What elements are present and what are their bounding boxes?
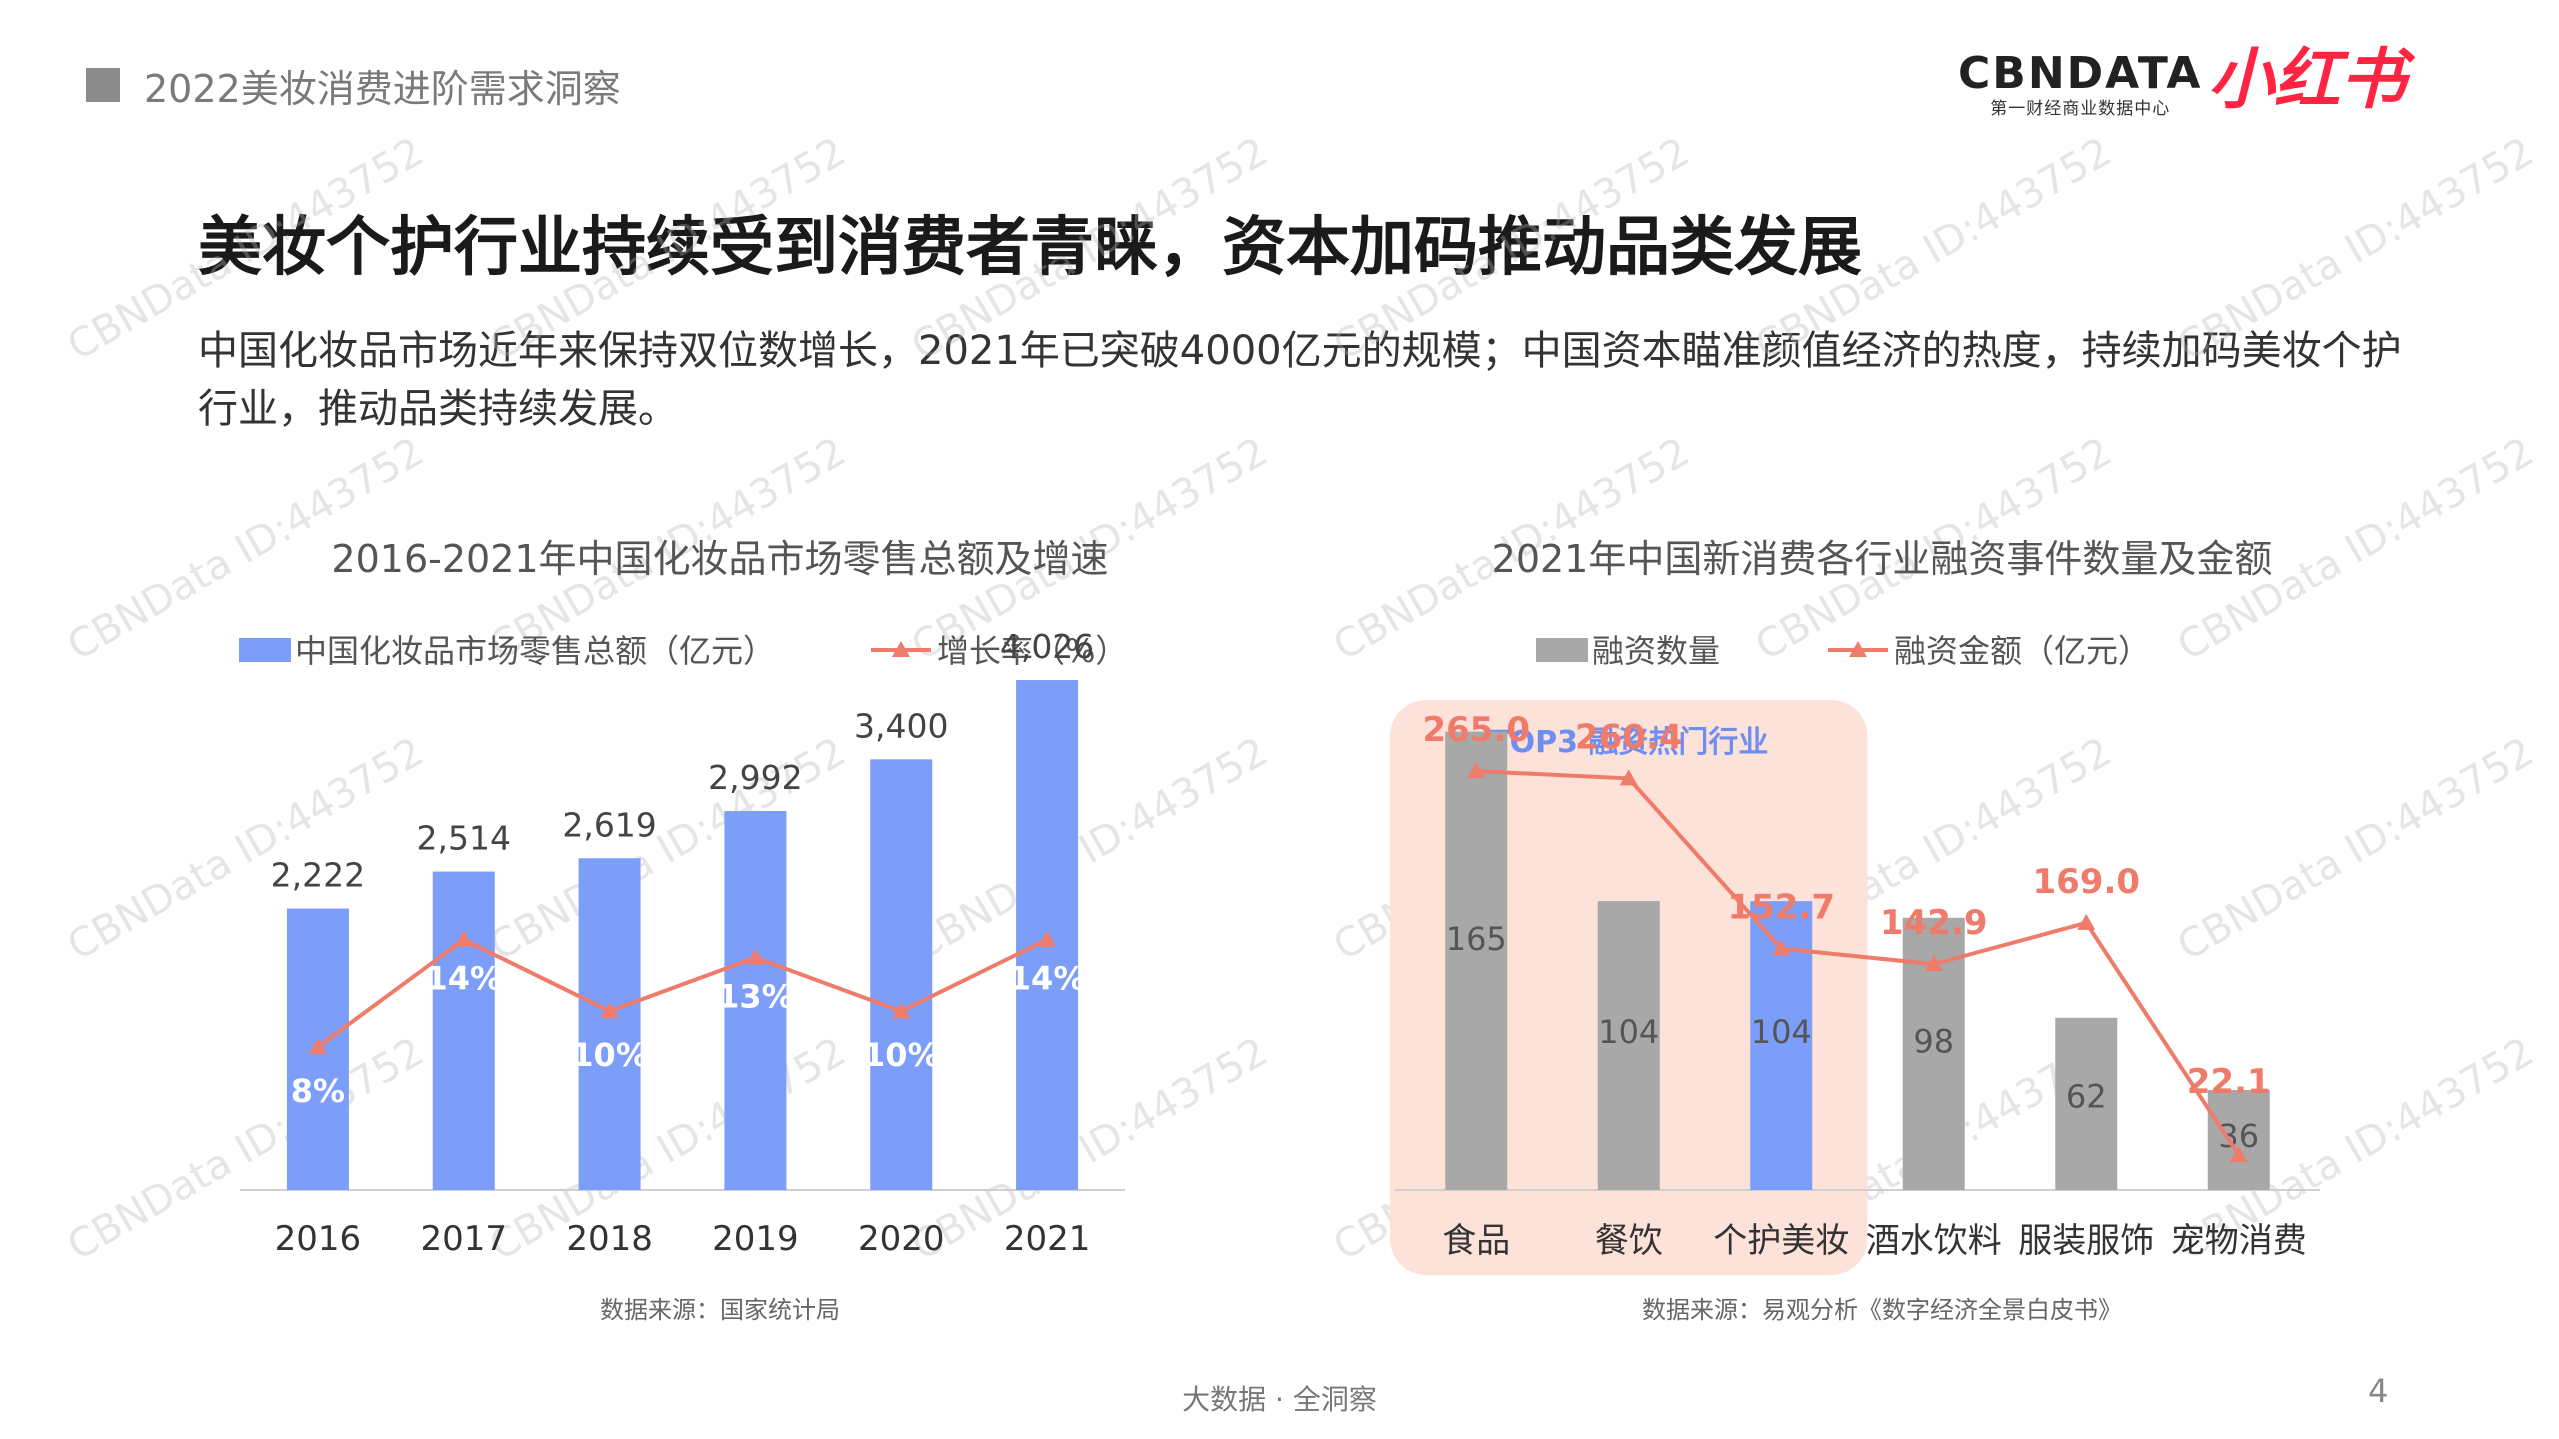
bar-1 [432, 871, 495, 1190]
line-value-label: 22.1 [2187, 1062, 2271, 1102]
line-point-0 [1467, 762, 1486, 779]
x-tick-label: 餐饮 [1595, 1221, 1663, 1261]
bar-4 [870, 759, 933, 1190]
legend-line-marker [1849, 641, 1867, 657]
bar-5 [2207, 1090, 2270, 1190]
x-tick-label: 服装服饰 [2018, 1221, 2154, 1261]
bar-4 [2055, 1017, 2118, 1190]
x-tick-label: 酒水饮料 [1866, 1221, 2002, 1261]
bar-value-label: 2,619 [562, 805, 656, 844]
line-point-4 [2077, 913, 2096, 930]
line-value-label: 14% [1009, 960, 1086, 998]
bar-value-label: 104 [1751, 1013, 1812, 1051]
line-value-label: 169.0 [2032, 862, 2140, 902]
line-point-5 [1038, 930, 1057, 947]
chart-source: 数据来源：易观分析《数字经济全景白皮书》 [1642, 1296, 2122, 1324]
x-tick-label: 2020 [858, 1219, 945, 1259]
line-value-label: 142.9 [1880, 903, 1988, 943]
chart-title: 2021年中国新消费各行业融资事件数量及金额 [1492, 537, 2273, 581]
bar-value-label: 98 [1913, 1022, 1954, 1060]
x-tick-label: 2018 [566, 1219, 653, 1259]
series-line [1476, 769, 2241, 1157]
cbndata-logo-subtext: 第一财经商业数据中心 [1990, 99, 2171, 119]
xiaohongshu-logo: 小红书 [2208, 41, 2406, 118]
cbndata-logo-text: CBNDATA [1958, 48, 2203, 99]
line-value-label: 13% [717, 978, 794, 1016]
legend-bar-swatch [239, 638, 291, 662]
bar-value-label: 2,992 [708, 758, 802, 797]
footer-tagline: 大数据 · 全洞察 [1182, 1383, 1377, 1416]
x-tick-label: 2021 [1004, 1219, 1091, 1259]
section-title: 2022美妆消费进阶需求洞察 [144, 67, 621, 111]
line-point-3 [1924, 955, 1943, 972]
page-description: 中国化妆品市场近年来保持双位数增长，2021年已突破4000亿元的规模；中国资本… [198, 328, 2402, 432]
top3-annotation: TOP3 融资热门行业 [1489, 725, 1768, 760]
legend-line-label: 增长率（%） [937, 632, 1127, 670]
line-point-2 [1772, 939, 1791, 956]
page-title: 美妆个护行业持续受到消费者青睐，资本加码推动品类发展 [198, 211, 1862, 285]
chart-source: 数据来源：国家统计局 [600, 1296, 840, 1324]
bar-2 [578, 858, 641, 1190]
line-value-label: 10% [571, 1036, 648, 1074]
bar-3 [724, 811, 787, 1190]
page-number: 4 [2368, 1372, 2389, 1410]
legend-line-marker [892, 641, 910, 657]
x-tick-label: 2016 [275, 1219, 362, 1259]
line-value-label: 260.4 [1575, 717, 1683, 757]
bar-0 [1445, 731, 1508, 1190]
x-tick-label: 2017 [420, 1219, 507, 1259]
header-square-icon [86, 68, 120, 102]
line-point-2 [600, 1002, 619, 1019]
bar-value-label: 62 [2066, 1077, 2107, 1115]
line-value-label: 10% [863, 1036, 940, 1074]
bar-value-label: 2,222 [271, 856, 365, 895]
line-point-1 [1619, 769, 1638, 786]
line-point-1 [454, 930, 473, 947]
x-tick-label: 食品 [1442, 1221, 1510, 1261]
line-value-label: 14% [425, 960, 502, 998]
line-point-4 [892, 1002, 911, 1019]
line-value-label: 8% [291, 1072, 345, 1110]
line-point-0 [308, 1037, 327, 1054]
line-value-label: 265.0 [1422, 710, 1530, 750]
legend-bar-label: 中国化妆品市场零售总额（亿元） [295, 632, 775, 670]
bar-value-label: 2,514 [417, 819, 511, 858]
x-tick-label: 宠物消费 [2171, 1221, 2307, 1261]
legend-bar-label: 融资数量 [1592, 632, 1720, 670]
line-point-5 [2229, 1146, 2248, 1163]
x-tick-label: 个护美妆 [1713, 1221, 1849, 1261]
bar-value-label: 3,400 [854, 706, 948, 745]
bar-value-label: 165 [1446, 920, 1507, 958]
legend-line-label: 融资金额（亿元） [1894, 632, 2150, 670]
legend-bar-swatch [1536, 638, 1588, 662]
cbndata-logo: CBNDATA 第一财经商业数据中心 [1958, 50, 2202, 120]
bar-1 [1597, 901, 1660, 1190]
bar-value-label: 104 [1598, 1013, 1659, 1051]
chart-title: 2016-2021年中国化妆品市场零售总额及增速 [331, 537, 1108, 581]
line-value-label: 152.7 [1727, 888, 1835, 928]
series-line [316, 937, 1048, 1049]
x-tick-label: 2019 [712, 1219, 799, 1259]
bar-value-label: 4,026 [1000, 627, 1094, 666]
line-point-3 [746, 948, 765, 965]
